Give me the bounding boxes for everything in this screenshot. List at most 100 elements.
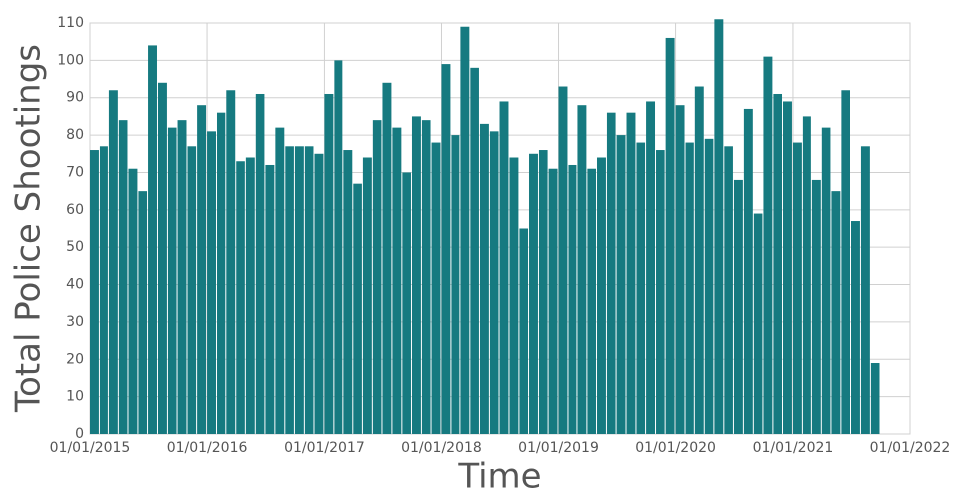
bar bbox=[187, 146, 197, 435]
bar bbox=[411, 116, 421, 434]
bar bbox=[685, 142, 694, 434]
y-tick-label: 20 bbox=[66, 351, 84, 367]
bar bbox=[265, 164, 275, 434]
bar bbox=[577, 105, 587, 434]
bar bbox=[392, 127, 402, 435]
y-tick-label: 90 bbox=[66, 90, 84, 106]
bar bbox=[167, 127, 177, 435]
bar bbox=[646, 101, 656, 435]
x-tick-label: 01/01/2021 bbox=[753, 440, 834, 456]
bar bbox=[870, 363, 880, 434]
bar bbox=[451, 135, 460, 434]
bar bbox=[372, 120, 382, 435]
bar bbox=[597, 157, 606, 434]
bar bbox=[675, 105, 685, 434]
y-tick-label: 0 bbox=[75, 426, 84, 442]
y-tick-label: 70 bbox=[66, 164, 84, 180]
bar bbox=[656, 150, 665, 434]
bar bbox=[275, 127, 285, 435]
bar bbox=[841, 90, 850, 434]
bar bbox=[724, 146, 733, 435]
bar bbox=[519, 228, 529, 434]
bar bbox=[197, 105, 207, 434]
x-axis-label: Time bbox=[457, 457, 541, 497]
bar bbox=[255, 93, 265, 434]
y-tick-label: 30 bbox=[66, 314, 84, 330]
bar bbox=[636, 142, 646, 434]
bar bbox=[148, 45, 157, 434]
bar bbox=[792, 142, 802, 434]
bar bbox=[421, 120, 431, 435]
x-tick-label: 01/01/2022 bbox=[870, 440, 951, 456]
bar bbox=[207, 131, 216, 434]
bar bbox=[245, 157, 255, 434]
x-tick-label: 01/01/2018 bbox=[401, 440, 482, 456]
bar bbox=[509, 157, 519, 434]
bar bbox=[850, 221, 860, 434]
bar bbox=[362, 157, 372, 434]
bar bbox=[548, 168, 558, 434]
bar bbox=[226, 90, 236, 434]
bar bbox=[431, 142, 441, 434]
bar bbox=[665, 37, 675, 434]
bar bbox=[470, 67, 479, 434]
bar bbox=[831, 191, 841, 434]
bar bbox=[616, 135, 626, 434]
bar bbox=[294, 146, 304, 435]
bar bbox=[626, 112, 636, 434]
x-tick-label: 01/01/2020 bbox=[635, 440, 716, 456]
bar bbox=[773, 93, 783, 434]
bar bbox=[343, 150, 353, 434]
y-tick-label: 60 bbox=[66, 202, 84, 218]
bar bbox=[538, 150, 548, 434]
bar bbox=[460, 26, 470, 435]
y-tick-label: 80 bbox=[66, 127, 84, 143]
x-tick-label: 01/01/2017 bbox=[284, 440, 365, 456]
bar bbox=[402, 172, 411, 435]
bar bbox=[479, 123, 489, 434]
y-tick-label: 100 bbox=[57, 52, 84, 68]
bar bbox=[821, 127, 831, 435]
bar bbox=[304, 146, 314, 435]
bar bbox=[138, 191, 148, 434]
bar bbox=[441, 64, 451, 434]
x-tick-label: 01/01/2019 bbox=[518, 440, 599, 456]
bar bbox=[314, 153, 324, 435]
bar bbox=[763, 56, 773, 435]
bar bbox=[216, 112, 226, 434]
bar bbox=[753, 213, 763, 434]
bar bbox=[118, 120, 128, 435]
bar bbox=[714, 19, 724, 434]
bar bbox=[811, 179, 821, 434]
bar bbox=[128, 168, 138, 434]
bar bbox=[606, 112, 616, 434]
bar bbox=[108, 90, 118, 434]
bar bbox=[733, 179, 743, 434]
y-tick-label: 110 bbox=[57, 15, 84, 31]
bar bbox=[99, 146, 108, 435]
bar bbox=[529, 153, 538, 435]
bar bbox=[177, 120, 187, 435]
bar bbox=[558, 86, 568, 434]
bar bbox=[236, 161, 245, 434]
y-tick-label: 50 bbox=[66, 239, 84, 255]
bar bbox=[704, 138, 714, 434]
x-tick-label: 01/01/2015 bbox=[50, 440, 131, 456]
bar bbox=[90, 150, 99, 434]
bar bbox=[743, 108, 753, 434]
bar bbox=[353, 183, 362, 434]
bar bbox=[694, 86, 704, 434]
bar bbox=[489, 131, 499, 434]
y-tick-label: 40 bbox=[66, 277, 84, 293]
y-tick-label: 10 bbox=[66, 389, 84, 405]
y-axis-label: Total Police Shootings bbox=[9, 44, 49, 413]
bar bbox=[324, 93, 334, 434]
bar bbox=[285, 146, 294, 435]
bar bbox=[382, 82, 392, 435]
bar bbox=[568, 164, 577, 434]
bar bbox=[802, 116, 811, 434]
bar bbox=[860, 146, 870, 435]
bar bbox=[499, 101, 509, 435]
bar bbox=[587, 168, 597, 434]
